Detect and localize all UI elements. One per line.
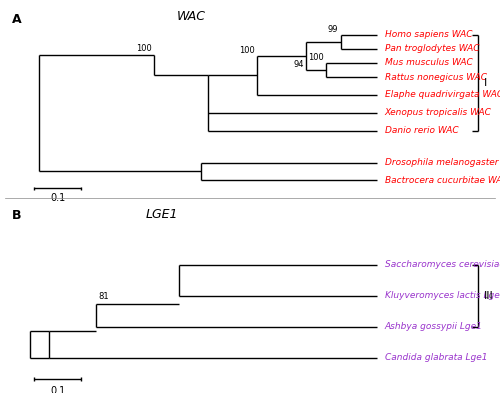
Text: Saccharomyces cerevisiae Lge1: Saccharomyces cerevisiae Lge1 xyxy=(385,260,500,269)
Text: Elaphe quadrivirgata WAC: Elaphe quadrivirgata WAC xyxy=(385,90,500,99)
Text: Ashbya gossypii Lge1: Ashbya gossypii Lge1 xyxy=(385,322,482,331)
Text: Bactrocera cucurbitae WAC: Bactrocera cucurbitae WAC xyxy=(385,176,500,185)
Text: Pan troglodytes WAC: Pan troglodytes WAC xyxy=(385,44,479,53)
Text: WAC: WAC xyxy=(176,10,206,23)
Text: I: I xyxy=(484,77,487,88)
Text: Danio rerio WAC: Danio rerio WAC xyxy=(385,126,458,135)
Text: 81: 81 xyxy=(98,292,108,301)
Text: Drosophila melanogaster WAC: Drosophila melanogaster WAC xyxy=(385,158,500,167)
Text: 100: 100 xyxy=(239,46,255,55)
Text: Candida glabrata Lge1: Candida glabrata Lge1 xyxy=(385,353,487,362)
Text: 0.1: 0.1 xyxy=(50,386,66,393)
Text: Xenopus tropicalis WAC: Xenopus tropicalis WAC xyxy=(385,108,492,117)
Text: 0.1: 0.1 xyxy=(50,193,66,203)
Text: Mus musculus WAC: Mus musculus WAC xyxy=(385,59,472,68)
Text: 100: 100 xyxy=(136,44,152,53)
Text: Homo sapiens WAC: Homo sapiens WAC xyxy=(385,30,472,39)
Text: A: A xyxy=(12,13,22,26)
Text: 100: 100 xyxy=(308,53,324,62)
Text: Rattus nonegicus WAC: Rattus nonegicus WAC xyxy=(385,73,487,82)
Text: LGE1: LGE1 xyxy=(146,208,178,221)
Text: 99: 99 xyxy=(328,25,338,34)
Text: III: III xyxy=(484,291,494,301)
Text: B: B xyxy=(12,209,22,222)
Text: Kluyveromyces lactis Lge1: Kluyveromyces lactis Lge1 xyxy=(385,291,500,300)
Text: 94: 94 xyxy=(294,60,304,69)
